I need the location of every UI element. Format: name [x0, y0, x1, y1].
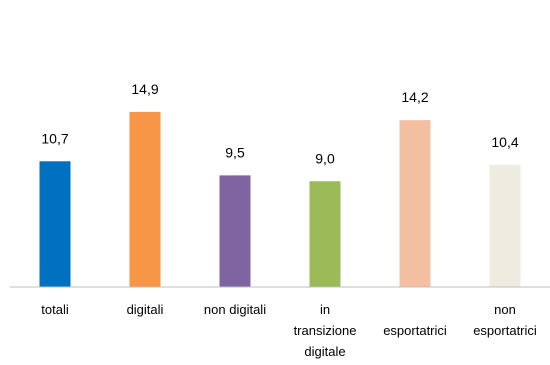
value-label-5: 10,4 — [491, 134, 518, 150]
value-label-2: 9,5 — [225, 144, 245, 160]
bar-2 — [219, 175, 251, 287]
bar-3 — [309, 181, 341, 287]
value-label-3: 9,0 — [315, 150, 335, 166]
bar-0 — [39, 161, 71, 287]
category-label-1: digitali — [127, 302, 164, 317]
bar-4 — [399, 120, 431, 288]
category-labels-group: totali digitali non digitali in transizione d… — [41, 302, 537, 359]
value-label-4: 14,2 — [401, 89, 428, 105]
bars-group — [39, 111, 521, 288]
value-labels-group: 10,7 14,9 9,5 9,0 14,2 10,4 — [41, 81, 518, 166]
category-label-4: esportatrici — [383, 323, 447, 338]
category-label-5-line-0: non — [494, 302, 516, 317]
category-label-1-line-0: digitali — [127, 302, 164, 317]
category-label-5: non esportatrici — [473, 302, 537, 338]
category-label-2: non digitali — [204, 302, 266, 317]
category-label-0: totali — [41, 302, 69, 317]
category-label-3-line-0: in — [320, 302, 330, 317]
category-label-3-line-1: transizione — [294, 323, 357, 338]
value-label-1: 14,9 — [131, 81, 158, 97]
category-label-4-line-1: esportatrici — [383, 323, 447, 338]
category-label-2-line-0: non digitali — [204, 302, 266, 317]
category-label-3: in transizione digitale — [294, 302, 357, 359]
category-label-5-line-1: esportatrici — [473, 323, 537, 338]
value-label-0: 10,7 — [41, 130, 68, 146]
category-label-0-line-0: totali — [41, 302, 69, 317]
category-label-3-line-2: digitale — [304, 344, 345, 359]
bar-5 — [489, 164, 521, 287]
bar-1 — [129, 111, 161, 287]
